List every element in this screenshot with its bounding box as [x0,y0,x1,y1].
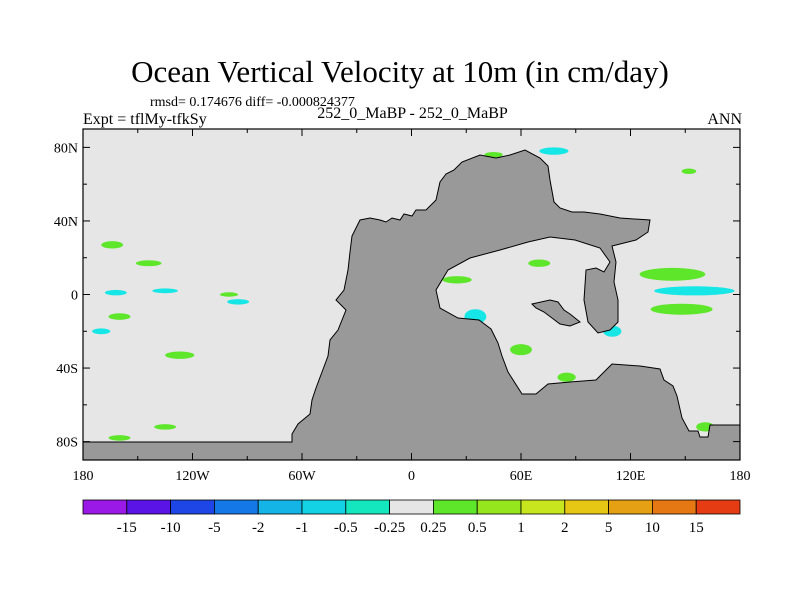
x-tick-label: 60W [288,469,316,484]
velocity-patch [108,313,131,320]
case-label: 252_0_MaBP - 252_0_MaBP [317,105,508,122]
y-tick-label: 40N [54,215,78,230]
colorbar-label: 0.5 [468,520,487,536]
velocity-patch [442,276,472,284]
plot-title: Ocean Vertical Velocity at 10m (in cm/da… [131,54,669,89]
colorbar-swatch [608,499,653,515]
colorbar-label: 15 [689,520,704,536]
y-tick-label: 40S [56,362,78,377]
colorbar-swatch [564,499,609,515]
axis-ticks [82,129,741,460]
colorbar-swatch [476,499,522,515]
colorbar-swatch [301,499,347,515]
velocity-patch [101,241,124,249]
colorbar-swatch [126,499,172,515]
experiment-label: Expt = tflMy-tfkSy [83,111,207,128]
colorbar-swatch [257,499,303,515]
colorbar-swatch [520,499,566,515]
colorbar-label: 1 [517,520,525,536]
colorbar-label: 10 [645,520,660,536]
colorbar-swatch [82,499,128,515]
colorbar-label: 0.25 [420,520,446,536]
x-tick-label: 180 [730,469,751,484]
colorbar-label: -15 [117,520,137,536]
axis-labels: 180 120W 60W 0 60E 120E 180 80N 40N 0 40S 80S [54,141,751,484]
y-tick-label: 80N [54,141,78,156]
pangea-landmass [83,149,740,460]
x-tick-label: 120W [175,469,210,484]
island-landmass [531,299,581,327]
colorbar-swatch [213,499,259,515]
y-tick-label: 80S [56,436,78,451]
velocity-patch [152,288,178,294]
colorbar-swatch [695,499,741,515]
velocity-patch [654,286,735,296]
x-tick-label: 0 [408,469,415,484]
velocity-patch [681,168,697,175]
colorbar-swatch [389,499,434,515]
colorbar-swatch [652,499,697,515]
colorbar-swatch [432,499,478,515]
velocity-patch [650,303,713,315]
colorbar-swatch [170,499,215,515]
velocity-patch [227,299,250,305]
colorbar-label: -2 [252,520,265,536]
velocity-patch [510,344,532,356]
velocity-patch [165,351,195,359]
velocity-patch [104,289,127,296]
velocity-patch [219,292,239,297]
x-tick-label: 120E [616,469,646,484]
colorbar-label: -0.5 [334,520,358,536]
x-tick-label: 60E [510,469,533,484]
map-area [83,129,740,460]
velocity-patch [108,435,131,441]
colorbar-label: -10 [161,520,181,536]
colorbar-label: 5 [605,520,613,536]
velocity-patch [557,372,576,382]
colorbar-label: 2 [561,520,569,536]
rmsd-diff-stats: rmsd= 0.174676 diff= -0.000824377 [150,95,355,110]
x-tick-label: 180 [73,469,94,484]
colorbar-swatch [345,499,390,515]
colorbar-label: -0.25 [374,520,405,536]
velocity-patch [528,259,551,267]
colorbar-label: -5 [208,520,221,536]
velocity-patch [135,260,162,267]
season-label: ANN [707,111,742,128]
velocity-patch [539,147,569,155]
colorbar: -15 -10 -5 -2 -1 -0.5 -0.25 0.25 0.5 1 2 5 10 15 [82,499,741,536]
colorbar-label: -1 [296,520,309,536]
y-tick-label: 0 [71,289,78,304]
velocity-patch [484,151,503,158]
velocity-patch [92,328,111,335]
velocity-patch [639,267,706,281]
velocity-patch [154,424,177,430]
